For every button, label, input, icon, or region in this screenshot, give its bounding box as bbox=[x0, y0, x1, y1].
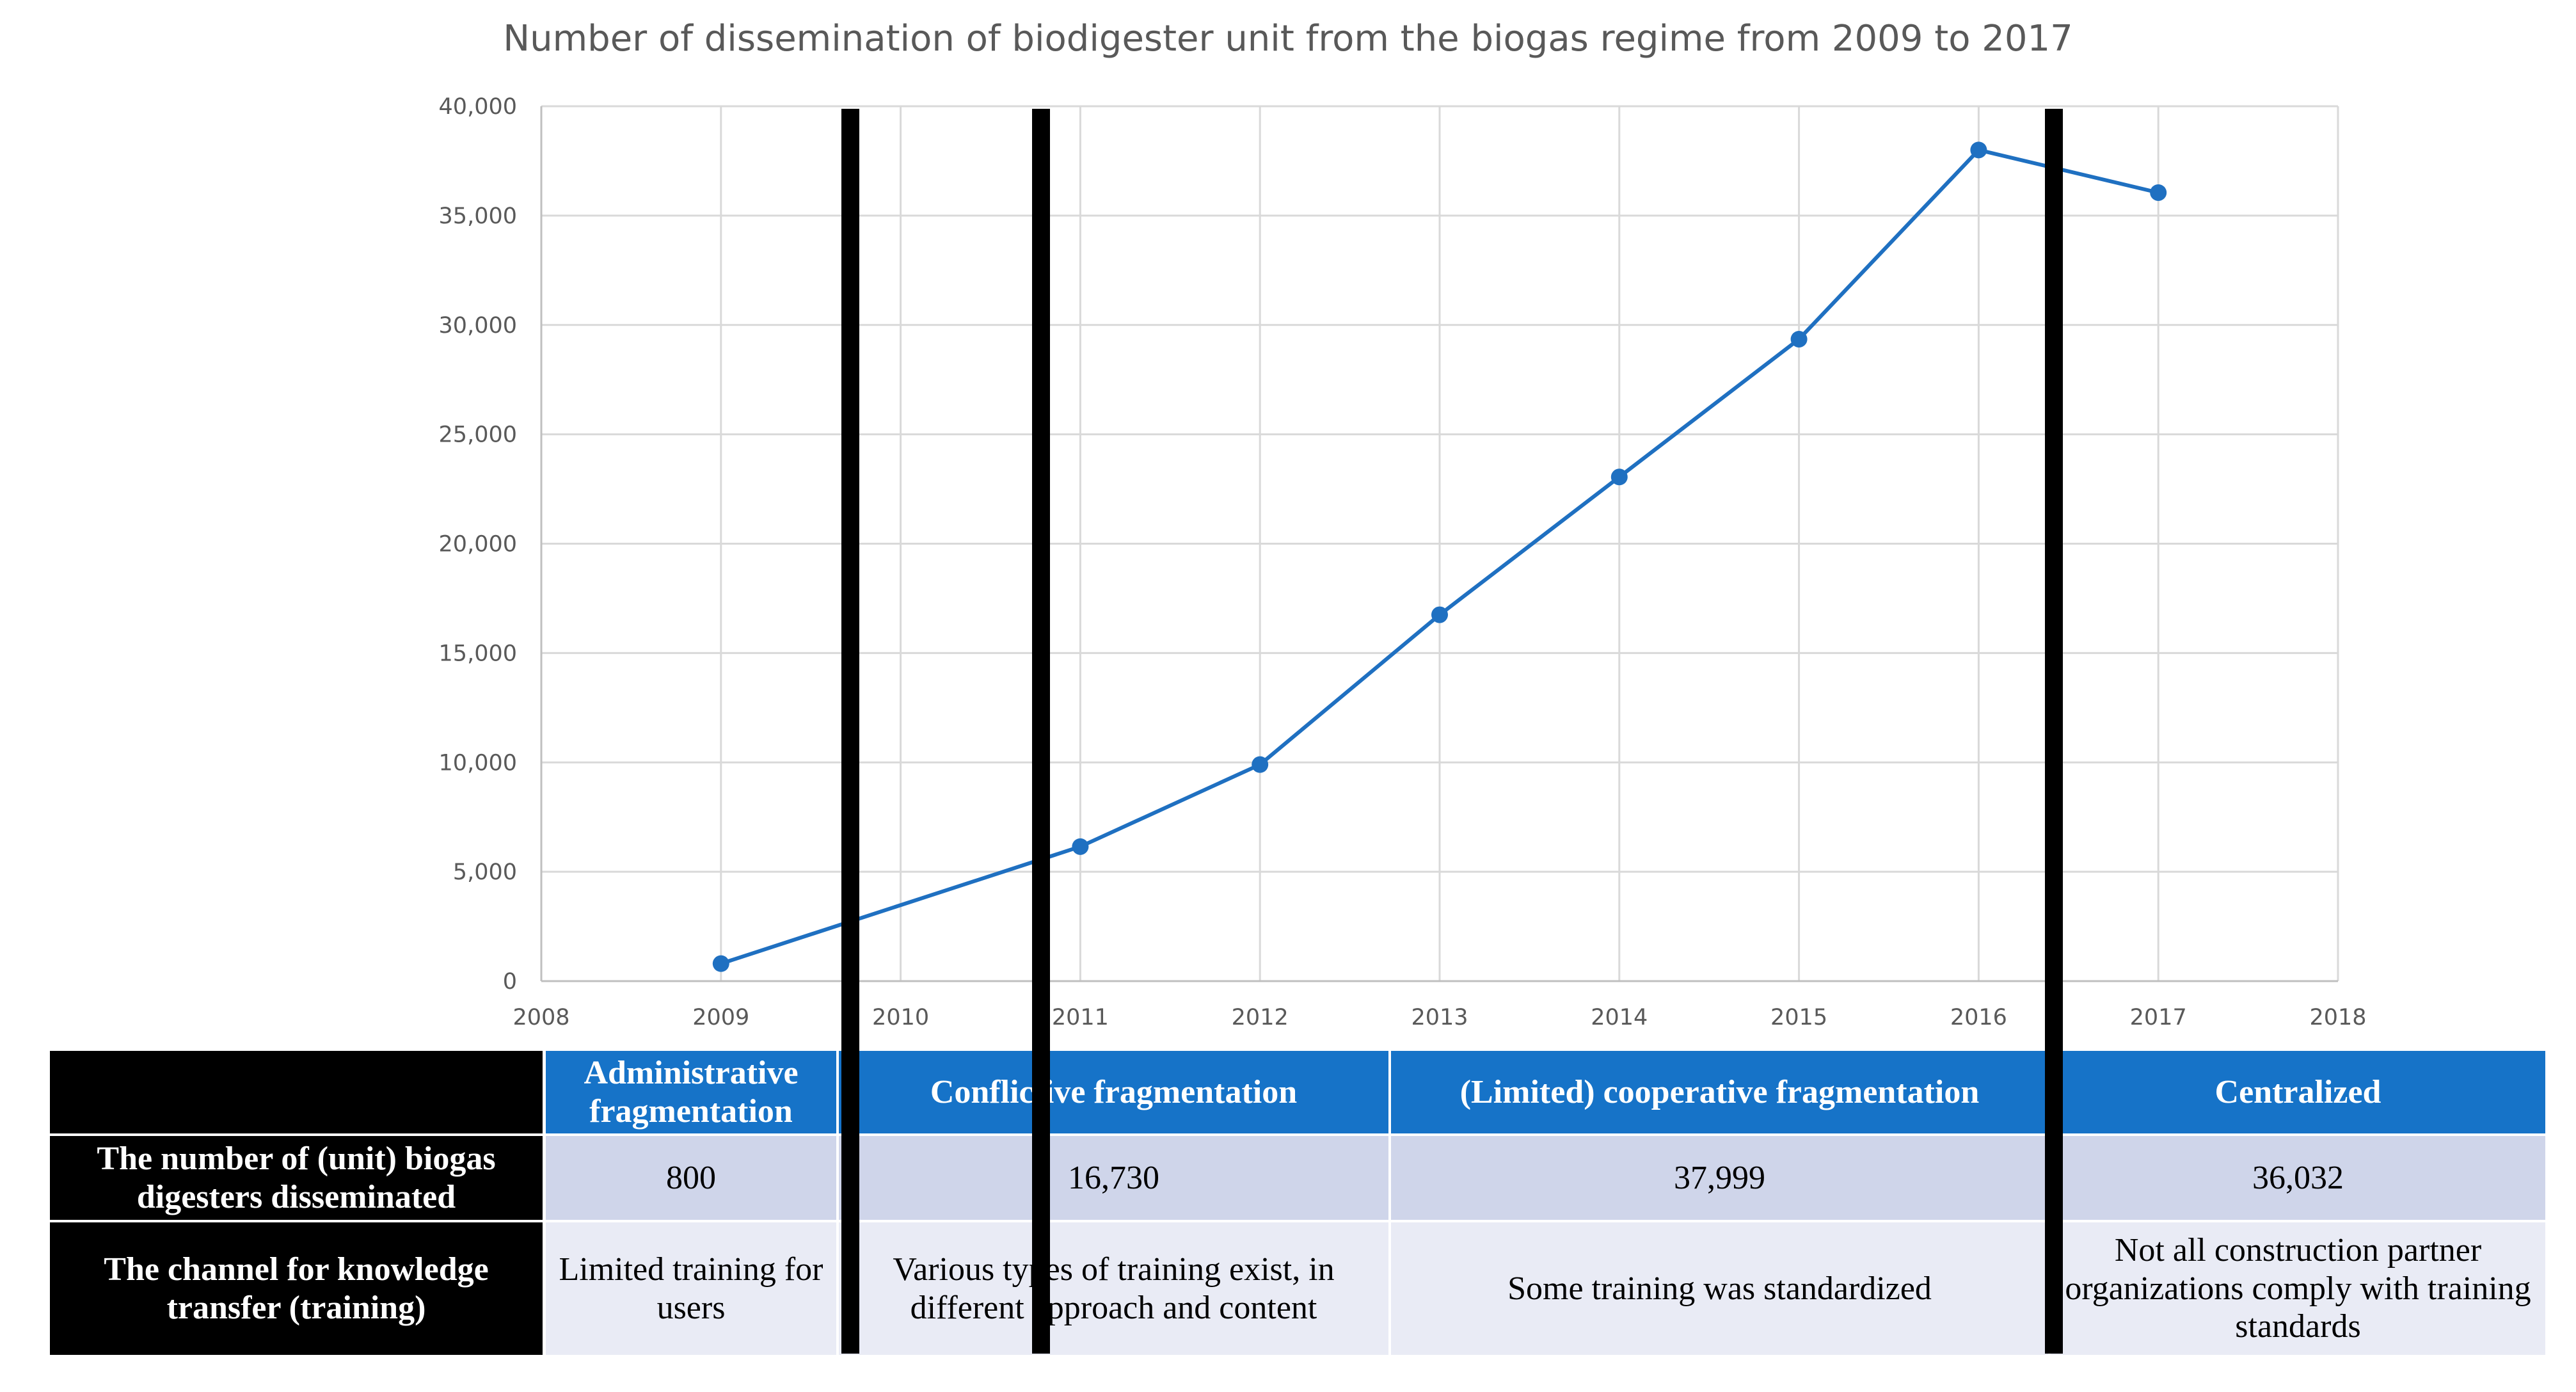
y-tick-label: 0 bbox=[503, 969, 517, 995]
x-tick-labels: 2008 2009 2010 2011 2012 2013 2014 2015 2016 2017… bbox=[513, 1005, 2366, 1030]
phase-header-cooperative: (Limited) cooperative fragmentation bbox=[1391, 1051, 2048, 1133]
row-label-digesters: The number of (unit) biogas digesters di… bbox=[50, 1136, 543, 1220]
data-point bbox=[1790, 330, 1808, 348]
grid-lines bbox=[541, 105, 2339, 981]
x-tick-label: 2012 bbox=[1232, 1005, 1289, 1030]
data-point bbox=[1431, 606, 1448, 623]
chart-title: Number of dissemination of biodigester u… bbox=[503, 18, 2073, 60]
phase-header-administrative: Administrative fragmentation bbox=[546, 1051, 836, 1133]
digesters-cooperative: 37,999 bbox=[1391, 1136, 2048, 1220]
y-tick-label: 15,000 bbox=[439, 641, 517, 666]
data-point bbox=[1970, 141, 1987, 159]
x-tick-label: 2009 bbox=[692, 1005, 749, 1030]
training-administrative: Limited training for users bbox=[546, 1222, 836, 1355]
data-point bbox=[712, 955, 729, 972]
x-tick-label: 2008 bbox=[513, 1005, 569, 1030]
y-tick-label: 30,000 bbox=[439, 313, 517, 339]
row-label-training: The channel for knowledge transfer (trai… bbox=[50, 1222, 543, 1355]
x-tick-label: 2018 bbox=[2309, 1005, 2366, 1030]
training-cooperative: Some training was standardized bbox=[1391, 1222, 2048, 1355]
x-tick-label: 2010 bbox=[872, 1005, 929, 1030]
training-conflictive: Various types of training exist, in diff… bbox=[839, 1222, 1388, 1355]
axes bbox=[540, 106, 2338, 982]
y-tick-label: 20,000 bbox=[439, 532, 517, 557]
digesters-administrative: 800 bbox=[546, 1136, 836, 1220]
series-line bbox=[720, 148, 2159, 966]
x-tick-label: 2017 bbox=[2130, 1005, 2187, 1030]
data-point bbox=[2150, 184, 2167, 201]
data-point bbox=[1610, 468, 1628, 486]
phase-divider bbox=[1031, 109, 1050, 1354]
data-point bbox=[1072, 838, 1089, 855]
y-tick-label: 25,000 bbox=[439, 422, 517, 448]
table-corner bbox=[50, 1051, 543, 1133]
phase-header-conflictive: Conflictive fragmentation bbox=[839, 1051, 1388, 1133]
y-tick-label: 5,000 bbox=[453, 860, 517, 885]
phase-divider bbox=[841, 109, 859, 1354]
x-tick-label: 2016 bbox=[1950, 1005, 2007, 1030]
x-tick-label: 2015 bbox=[1770, 1005, 1827, 1030]
data-point bbox=[1252, 756, 1269, 773]
y-tick-labels: 0 5,000 10,000 15,000 20,000 25,000 30,000 35,0… bbox=[439, 94, 517, 995]
x-tick-label: 2014 bbox=[1591, 1005, 1648, 1030]
digesters-conflictive: 16,730 bbox=[839, 1136, 1388, 1220]
y-tick-label: 35,000 bbox=[439, 204, 517, 229]
x-tick-label: 2011 bbox=[1052, 1005, 1109, 1030]
phase-divider bbox=[2045, 109, 2063, 1354]
phase-table: Administrative fragmentation Conflictive… bbox=[50, 1051, 2545, 1355]
y-tick-label: 10,000 bbox=[439, 750, 517, 776]
training-centralized: Not all construction partner organizatio… bbox=[2051, 1222, 2545, 1355]
phase-header-centralized: Centralized bbox=[2051, 1051, 2545, 1133]
series bbox=[712, 141, 2167, 972]
digesters-centralized: 36,032 bbox=[2051, 1136, 2545, 1220]
y-tick-label: 40,000 bbox=[439, 94, 517, 120]
x-tick-label: 2013 bbox=[1411, 1005, 1468, 1030]
